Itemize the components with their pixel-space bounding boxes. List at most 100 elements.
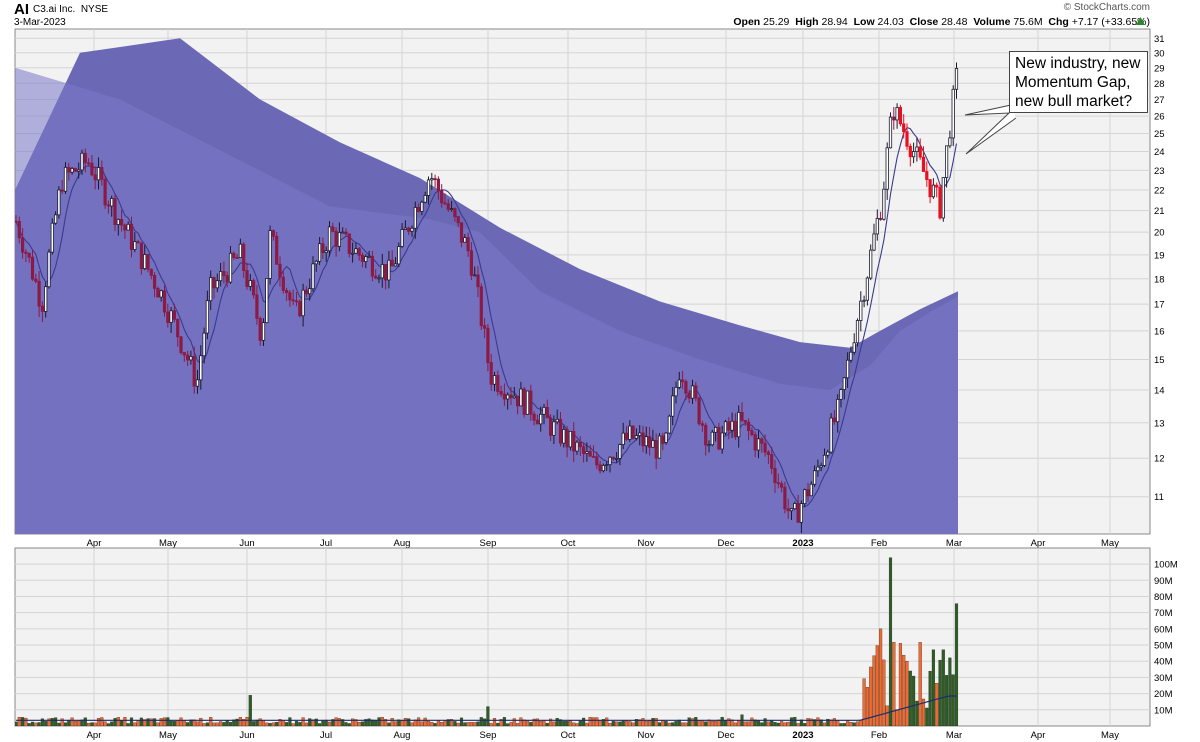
volume-bar [341,719,345,726]
company-name: C3.ai Inc. NYSE [33,4,109,15]
volume-bar [486,706,490,726]
volume-bar [120,720,124,726]
candle-body [648,436,652,448]
candle-body [809,483,813,497]
volume-bar [50,718,54,726]
candle-body [251,280,256,296]
volume-bar [476,721,480,726]
price-y-tick-label: 23 [1154,166,1165,177]
candle-body [57,189,61,216]
volume-bar [704,721,708,726]
volume-bar [842,723,846,726]
candle-body [222,271,226,276]
price-y-tick-label: 28 [1154,79,1165,90]
candle-body [334,230,338,247]
volume-bar [133,722,137,726]
candle-body [176,318,180,338]
volume-bar [238,717,242,726]
volume-bar [657,722,662,726]
volume-bar [235,718,239,726]
candle-body [826,451,830,456]
candle-body [714,426,718,433]
candle-body [733,420,738,438]
volume-bar [575,723,579,726]
volume-bar [93,722,97,726]
volume-bar [248,695,252,726]
volume-bar [400,720,404,726]
volume-bar [562,721,566,726]
volume-bar [654,718,658,726]
candle-body [492,375,497,385]
candle-body [291,299,295,302]
candle-body [951,88,955,139]
price-y-tick-label: 25 [1154,129,1165,140]
volume-bar [298,722,302,726]
candle-body [582,446,586,454]
volume-bar [87,722,91,726]
candle-body [572,430,576,452]
volume-bar [529,722,533,726]
candle-body [106,204,110,207]
volume-x-tick-label: May [1101,730,1119,741]
volume-bar [502,717,506,726]
volume-bar [314,718,318,726]
candle-body [545,406,549,419]
volume-bar [311,719,315,726]
volume-y-tick-label: 90M [1154,576,1173,587]
volume-bar [34,722,38,726]
price-x-tick-label: Nov [638,538,655,549]
candle-body [205,300,209,334]
annotation-line-1: New industry, new [1015,55,1141,72]
candle-body [852,342,856,353]
candle-body [324,250,328,253]
volume-bar [661,720,665,726]
volume-bar [892,642,896,726]
volume-bar [694,717,698,726]
volume-y-tick-label: 60M [1154,624,1173,635]
candle-body [453,208,457,218]
volume-x-tick-label: Apr [1031,730,1046,741]
candle-body [182,352,186,356]
candle-body [242,243,246,271]
candle-body [641,432,645,447]
volume-bar [621,720,625,726]
candle-body [185,354,190,361]
candle-body [87,162,91,165]
volume-bar [631,722,635,726]
volume-bar [407,718,411,726]
annotation-box: New industry, new Momentum Gap, new bull… [1009,51,1148,113]
candle-body [159,290,163,298]
candle-body [687,392,691,399]
volume-bar [780,721,784,726]
candle-body [17,221,21,239]
volume-bar [166,717,170,726]
volume-bar [687,717,691,726]
candle-body [918,146,922,158]
volume-bar [403,718,407,726]
volume-bar [615,721,619,726]
price-y-tick-label: 18 [1154,274,1165,285]
volume-bar [199,717,203,726]
price-x-tick-label: Sep [480,538,497,549]
candle-body [288,292,292,301]
volume-bar [519,717,523,726]
volume-bar [417,717,421,726]
volume-bar [261,720,266,726]
candle-body [862,299,866,302]
candle-body [869,249,873,279]
candle-body [116,218,120,225]
candle-body [522,388,526,415]
candle-body [816,466,820,472]
candle-body [905,131,909,147]
volume-bar [905,661,909,726]
volume-bar [806,718,810,726]
volume-bar [30,721,35,726]
volume-bar [450,719,454,726]
candle-body [228,252,233,283]
volume-bar [215,722,219,726]
candle-body [624,432,629,440]
candle-body [143,254,147,269]
candle-body [611,456,615,460]
price-y-tick-label: 13 [1154,418,1165,429]
volume-panel-frame [14,547,1151,727]
